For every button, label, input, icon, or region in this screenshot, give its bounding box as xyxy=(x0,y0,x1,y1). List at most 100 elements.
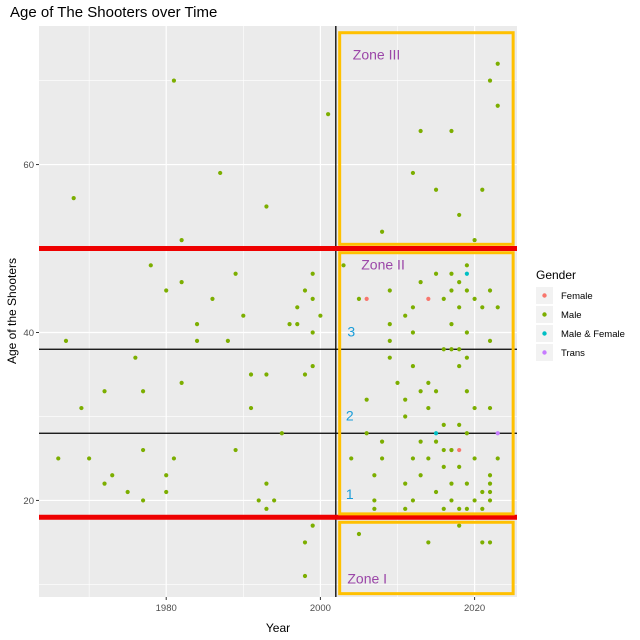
legend-title: Gender xyxy=(536,268,576,282)
data-point xyxy=(487,498,493,503)
data-point xyxy=(356,531,362,537)
data-point xyxy=(179,380,184,385)
data-point xyxy=(349,456,354,461)
legend-key-point xyxy=(542,350,547,355)
data-point xyxy=(449,271,454,276)
zone-box xyxy=(338,31,515,246)
data-point xyxy=(433,439,439,444)
data-point xyxy=(457,212,462,218)
x-axis-title: Year xyxy=(266,621,290,635)
data-point xyxy=(171,456,177,461)
data-point xyxy=(356,296,362,302)
data-point xyxy=(364,431,369,436)
data-point xyxy=(480,489,485,495)
data-point xyxy=(264,204,269,209)
x-tick-label: 2020 xyxy=(464,603,485,614)
data-point xyxy=(449,481,454,486)
data-point xyxy=(287,321,292,327)
x-tick-label: 2000 xyxy=(310,603,331,614)
data-point xyxy=(472,238,477,243)
data-point xyxy=(233,271,238,276)
data-point xyxy=(225,338,230,343)
y-axis-title: Age of the Shooters xyxy=(5,258,19,364)
data-point xyxy=(495,431,500,436)
data-point xyxy=(148,263,153,268)
data-point xyxy=(495,305,500,310)
data-point xyxy=(480,305,485,310)
data-point xyxy=(372,506,377,511)
series-male xyxy=(56,61,500,579)
data-point xyxy=(295,305,300,310)
data-point xyxy=(480,540,485,545)
data-point xyxy=(410,363,416,369)
data-point xyxy=(395,380,400,385)
data-point xyxy=(264,372,269,377)
data-point xyxy=(457,447,462,453)
data-point xyxy=(194,338,200,343)
data-point xyxy=(426,380,431,385)
data-point xyxy=(433,489,439,495)
legend-label: Male xyxy=(561,310,582,321)
data-point xyxy=(495,103,500,108)
data-point xyxy=(487,338,493,343)
data-point xyxy=(472,498,477,503)
data-point xyxy=(457,347,462,352)
data-point xyxy=(433,187,439,192)
data-point xyxy=(372,498,377,503)
data-point xyxy=(464,506,469,511)
data-point xyxy=(403,313,408,318)
data-point xyxy=(449,288,454,293)
line-number-label: 2 xyxy=(346,408,354,424)
data-point xyxy=(487,78,493,83)
data-point xyxy=(487,405,493,411)
data-point xyxy=(110,473,115,478)
data-point xyxy=(495,456,500,461)
data-point xyxy=(472,296,477,302)
data-point xyxy=(364,397,369,402)
data-point xyxy=(441,506,446,511)
data-point xyxy=(426,296,431,302)
series-trans xyxy=(495,431,500,436)
legend-label: Male & Female xyxy=(561,329,625,340)
data-point xyxy=(310,271,315,276)
line-number-label: 3 xyxy=(347,324,355,340)
data-point xyxy=(264,506,269,511)
data-point xyxy=(457,506,462,511)
data-point xyxy=(433,271,439,276)
data-point xyxy=(418,280,423,285)
data-point xyxy=(256,498,261,503)
data-point xyxy=(457,280,462,285)
data-point xyxy=(387,338,392,343)
y-tick-label: 60 xyxy=(23,160,34,171)
data-point xyxy=(56,456,61,461)
data-point xyxy=(279,431,284,436)
data-point xyxy=(326,112,331,117)
data-point xyxy=(464,389,469,394)
data-point xyxy=(179,280,184,285)
data-point xyxy=(441,296,446,302)
data-point xyxy=(441,347,446,352)
y-tick-label: 40 xyxy=(23,328,34,339)
legend-label: Female xyxy=(561,291,593,302)
x-tick-label: 1980 xyxy=(156,603,177,614)
data-point xyxy=(464,481,469,486)
data-point xyxy=(310,330,315,335)
data-point xyxy=(218,170,223,176)
data-point xyxy=(457,422,462,427)
data-point xyxy=(125,489,130,495)
data-point xyxy=(441,422,446,427)
data-point xyxy=(318,313,323,318)
data-point xyxy=(295,321,300,327)
data-point xyxy=(418,389,423,394)
data-point xyxy=(140,447,146,453)
data-point xyxy=(403,481,408,486)
zone-box xyxy=(338,520,515,596)
data-point xyxy=(233,447,238,453)
plot-panel xyxy=(39,26,517,597)
data-point xyxy=(464,330,469,335)
data-point xyxy=(379,439,385,444)
data-point xyxy=(379,229,385,234)
data-point xyxy=(426,405,431,411)
chart-title: Age of The Shooters over Time xyxy=(10,4,217,21)
